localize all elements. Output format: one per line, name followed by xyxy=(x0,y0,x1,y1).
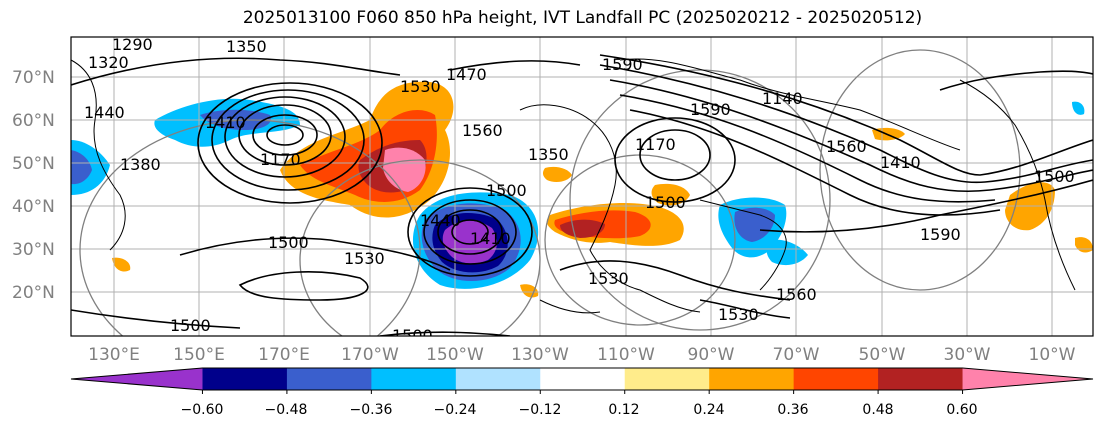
contour-label: 1590 xyxy=(602,55,643,74)
contour-label: 1410 xyxy=(470,229,511,248)
lon-label: 50°W xyxy=(859,345,906,365)
lat-label: 40°N xyxy=(12,197,55,217)
contour-label: 1290 xyxy=(112,35,153,54)
contour-label: 1560 xyxy=(462,121,503,140)
colorbar-segment xyxy=(540,368,626,390)
lat-label: 20°N xyxy=(12,283,55,303)
colorbar-segment xyxy=(455,368,541,390)
lon-label: 170°E xyxy=(258,345,310,365)
contour-label: 1410 xyxy=(205,113,246,132)
lon-label: 130°E xyxy=(88,345,140,365)
colorbar-extend-high xyxy=(962,368,1093,390)
colorbar-segment xyxy=(371,368,457,390)
lon-label: 170°W xyxy=(341,345,399,365)
contour-label: 1440 xyxy=(84,103,125,122)
contour-label: 1350 xyxy=(226,37,267,56)
colorbar-tick-label: 0.60 xyxy=(946,402,977,418)
lon-label: 90°W xyxy=(688,345,735,365)
lat-label: 70°N xyxy=(12,68,55,88)
lon-label: 130°W xyxy=(511,345,569,365)
colorbar-segment xyxy=(709,368,795,390)
contour-label: 1500 xyxy=(1034,167,1075,186)
colorbar-segment xyxy=(624,368,710,390)
contour-label: 1140 xyxy=(762,89,803,108)
contour-label: 1500 xyxy=(268,233,309,252)
contour-label: 1170 xyxy=(260,150,301,169)
lon-label: 10°W xyxy=(1029,345,1076,365)
contour-label: 1500 xyxy=(392,326,433,345)
contour-label: 1170 xyxy=(635,135,676,154)
latitude-labels: 70°N 60°N 50°N 40°N 30°N 20°N xyxy=(12,68,55,303)
colorbar-tick-label: 0.36 xyxy=(777,402,808,418)
colorbar-segment xyxy=(878,368,964,390)
lat-label: 50°N xyxy=(12,154,55,174)
coastlines xyxy=(71,58,1076,314)
contour-label: 1530 xyxy=(718,305,759,324)
lon-label: 150°E xyxy=(173,345,225,365)
colorbar-tick-label: 0.48 xyxy=(862,402,893,418)
colorbar-tick-label: −0.60 xyxy=(181,402,224,418)
lat-label: 60°N xyxy=(12,111,55,131)
contour-label: 1560 xyxy=(826,137,867,156)
contour-label: 1380 xyxy=(120,155,161,174)
contour-labels: 1290 1320 1350 1440 1380 1410 1170 1530 … xyxy=(84,35,1075,345)
colorbar xyxy=(70,367,1094,394)
lon-label: 30°W xyxy=(944,345,991,365)
colorbar-extend-low xyxy=(71,368,203,390)
colorbar-segment xyxy=(286,368,372,390)
colorbar-segment xyxy=(793,368,879,390)
contour-label: 1560 xyxy=(776,285,817,304)
colorbar-tick-label: −0.12 xyxy=(519,402,562,418)
contour-label: 1500 xyxy=(486,181,527,200)
contour-label: 1350 xyxy=(528,145,569,164)
contour-label: 1470 xyxy=(446,65,487,84)
contour-label: 1410 xyxy=(880,153,921,172)
contour-label: 1530 xyxy=(400,77,441,96)
contour-label: 1500 xyxy=(645,193,686,212)
map-background xyxy=(71,37,1093,336)
contour-label: 1530 xyxy=(588,269,629,288)
map-title: 2025013100 F060 850 hPa height, IVT Land… xyxy=(242,8,923,28)
lon-label: 150°W xyxy=(426,345,484,365)
map-frame xyxy=(70,36,1094,337)
height-contours xyxy=(71,54,1093,336)
colorbar-tick-label: 0.24 xyxy=(693,402,724,418)
colorbar-tick-label: −0.24 xyxy=(434,402,477,418)
colorbar-tick-label: −0.36 xyxy=(350,402,393,418)
colorbar-segment xyxy=(202,368,288,390)
contour-label: 1320 xyxy=(88,53,129,72)
contour-label: 1590 xyxy=(690,100,731,119)
colorbar-tick-label: 0.12 xyxy=(608,402,639,418)
contour-label: 1500 xyxy=(170,316,211,335)
contour-label: 1590 xyxy=(920,225,961,244)
longitude-labels: 130°E 150°E 170°E 170°W 150°W 130°W 110°… xyxy=(88,345,1076,365)
colorbar-tick-label: −0.48 xyxy=(265,402,308,418)
lat-label: 30°N xyxy=(12,240,55,260)
contour-label: 1530 xyxy=(344,249,385,268)
contour-label: 1440 xyxy=(420,211,461,230)
lon-label: 70°W xyxy=(773,345,820,365)
colorbar-tick-labels: −0.60 −0.48 −0.36 −0.24 −0.12 0.12 0.24 … xyxy=(181,402,978,418)
lon-label: 110°W xyxy=(597,345,655,365)
